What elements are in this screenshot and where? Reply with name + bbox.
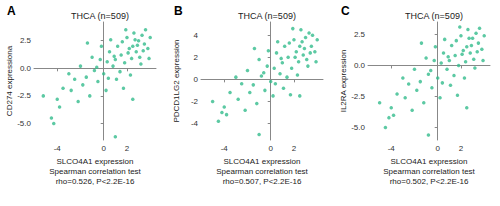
svg-text:0.0: 0.0 [354, 61, 366, 70]
svg-text:A: A [7, 4, 16, 18]
svg-text:CD274 expressiona: CD274 expressiona [5, 45, 14, 116]
svg-text:2.5: 2.5 [20, 36, 32, 45]
svg-text:THCA (n=509): THCA (n=509) [405, 11, 463, 21]
svg-text:THCA (n=509): THCA (n=509) [71, 11, 129, 21]
svg-text:IL2RA expression: IL2RA expression [339, 50, 348, 113]
svg-text:SLCO4A1 expression: SLCO4A1 expression [391, 157, 468, 166]
svg-text:PDCD1LG2 expression: PDCD1LG2 expression [172, 39, 181, 122]
svg-text:C: C [341, 4, 350, 18]
svg-text:4: 4 [194, 31, 199, 40]
svg-text:rho=0.526, P<2.2E-16: rho=0.526, P<2.2E-16 [56, 177, 135, 186]
svg-text:Spearman correlation test: Spearman correlation test [383, 167, 475, 176]
svg-text:2: 2 [125, 144, 130, 153]
svg-text:0: 0 [194, 75, 199, 84]
svg-text:rho=0.502, P<2.2E-16: rho=0.502, P<2.2E-16 [390, 177, 469, 186]
svg-text:0: 0 [268, 144, 273, 153]
svg-text:B: B [174, 4, 183, 18]
svg-text:-2.5: -2.5 [351, 92, 365, 101]
svg-text:0: 0 [101, 144, 106, 153]
svg-text:Spearman correlation test: Spearman correlation test [49, 167, 141, 176]
svg-text:THCA (n=509): THCA (n=509) [238, 11, 296, 21]
svg-text:-4: -4 [54, 144, 62, 153]
svg-text:2: 2 [292, 144, 297, 153]
svg-text:-4: -4 [191, 119, 199, 128]
svg-text:2: 2 [194, 53, 199, 62]
svg-text:Spearman correlation test: Spearman correlation test [216, 167, 308, 176]
svg-text:-5.0: -5.0 [351, 123, 365, 132]
svg-text:-2: -2 [191, 97, 199, 106]
svg-text:SLCO4A1 expression: SLCO4A1 expression [57, 157, 134, 166]
svg-text:rho=0.507, P<2.2E-16: rho=0.507, P<2.2E-16 [223, 177, 302, 186]
svg-text:0: 0 [435, 144, 440, 153]
svg-text:0.0: 0.0 [20, 64, 32, 73]
svg-text:-4: -4 [388, 144, 396, 153]
svg-text:-4: -4 [221, 144, 229, 153]
svg-text:-5.0: -5.0 [17, 119, 31, 128]
svg-text:2: 2 [459, 144, 464, 153]
svg-text:2.5: 2.5 [354, 30, 366, 39]
svg-text:-2.5: -2.5 [17, 91, 31, 100]
svg-text:SLCO4A1 expression: SLCO4A1 expression [224, 157, 301, 166]
